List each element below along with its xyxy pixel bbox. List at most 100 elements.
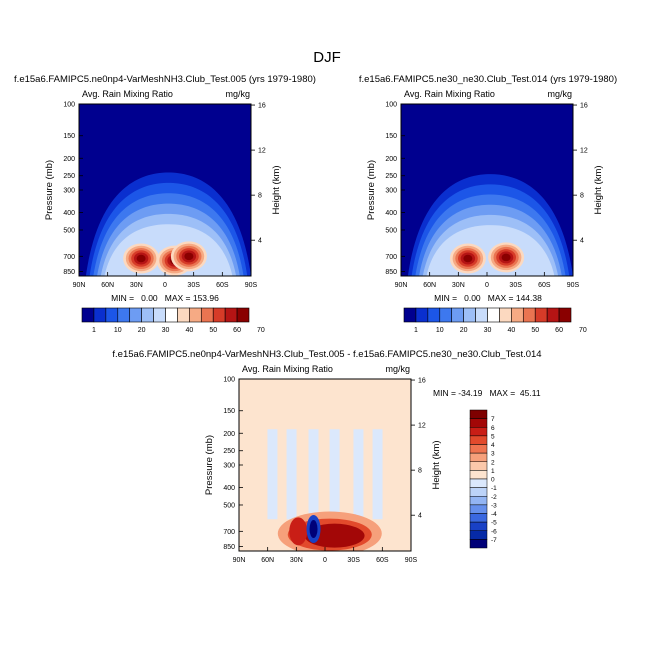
colorbar-label: -6 [491, 528, 497, 535]
colorbar-swatch [451, 307, 464, 323]
y-right-tick-label: 8 [580, 193, 584, 200]
axes: 90N 60N 30N 0 30S 60S 90S 100 150 200 250 300 400 500… [63, 102, 266, 290]
plot-area [401, 104, 573, 276]
x-tick-label: 30S [187, 282, 200, 289]
y-tick-label: 250 [223, 448, 235, 455]
panel-model-varmesh: f.e15a6.FAMIPC5.ne0np4-VarMeshNH3.Club_T… [14, 74, 316, 334]
rain-maximum [501, 253, 511, 262]
colorbar-swatch [105, 307, 119, 323]
colorbar-swatch [469, 504, 488, 514]
colorbar-swatch [469, 478, 488, 488]
colorbar-swatch [224, 307, 238, 323]
colorbar-swatch [439, 307, 453, 323]
diff-weak-negative [286, 429, 297, 520]
panel-title: f.e15a6.FAMIPC5.ne30_ne30.Club_Test.014 … [359, 74, 617, 85]
y-tick-label: 300 [223, 463, 235, 470]
plot-area [79, 104, 251, 276]
y-tick-label: 700 [223, 529, 235, 536]
colorbar-label: 0 [491, 477, 495, 484]
colorbar-swatch [236, 307, 250, 323]
panel-units-label: mg/kg [225, 89, 250, 99]
colorbar-swatch [469, 496, 488, 506]
colorbar-swatch [469, 539, 488, 549]
stats-label: MIN = 0.00 MAX = 153.96 [111, 293, 219, 303]
y-right-tick-label: 12 [258, 148, 266, 155]
diff-weak-negative [267, 429, 278, 520]
colorbar-swatch [487, 307, 500, 323]
colorbar-label: 3 [491, 451, 495, 458]
colorbar-label: -1 [491, 485, 497, 492]
panel-difference: f.e15a6.FAMIPC5.ne0np4-VarMeshNH3.Club_T… [112, 349, 541, 564]
x-tick-label: 90S [567, 282, 580, 289]
colorbar-label: 70 [257, 327, 265, 334]
y-tick-label: 300 [63, 188, 75, 195]
colorbar-label: 2 [491, 459, 495, 466]
y-right-tick-label: 4 [580, 238, 584, 245]
colorbar-label: 30 [484, 327, 492, 334]
diff-weak-negative [329, 429, 340, 520]
x-tick-label: 30N [130, 282, 143, 289]
y-tick-label: 400 [385, 210, 397, 217]
colorbar-swatch [415, 307, 429, 323]
colorbar-swatch [117, 307, 131, 323]
y-tick-label: 300 [385, 188, 397, 195]
y-axis-label: Pressure (mb) [44, 160, 55, 220]
colorbar-swatch [469, 418, 488, 428]
diff-weak-negative [308, 429, 319, 520]
colorbar-swatch [177, 307, 190, 323]
colorbar-swatch [469, 461, 488, 471]
x-tick-label: 0 [323, 557, 327, 564]
colorbar-label: 40 [185, 327, 193, 334]
panel-units-label: mg/kg [547, 89, 572, 99]
colorbar-label: 70 [579, 327, 587, 334]
y-tick-label: 150 [63, 133, 75, 140]
x-tick-label: 60N [261, 557, 274, 564]
x-tick-label: 30N [452, 282, 465, 289]
colorbar-swatch [200, 307, 214, 323]
colorbar: 7 65 4 32 1 0-1 -2-3 -4 -5-6 -7 [469, 409, 497, 549]
y-axis-right-label: Height (km) [431, 440, 442, 489]
panel-left-label: Avg. Rain Mixing Ratio [82, 89, 173, 99]
colorbar-label: 6 [491, 425, 495, 432]
colorbar-label: 60 [555, 327, 563, 334]
colorbar-label: 50 [531, 327, 539, 334]
rain-maximum [463, 254, 473, 263]
colorbar-swatch [141, 307, 154, 323]
colorbar-swatch [129, 307, 142, 323]
colorbar-label: -2 [491, 494, 497, 501]
colorbar-label: 10 [436, 327, 444, 334]
colorbar-swatch [403, 307, 417, 323]
colorbar-swatch [93, 307, 107, 323]
y-axis-label: Pressure (mb) [366, 160, 377, 220]
y-tick-label: 850 [223, 544, 235, 551]
y-tick-label: 100 [63, 102, 75, 109]
colorbar: 1 10 20 30 40 50 60 70 [403, 307, 587, 334]
panel-units-label: mg/kg [385, 364, 410, 374]
y-tick-label: 500 [385, 227, 397, 234]
y-right-tick-label: 8 [258, 193, 262, 200]
colorbar-swatch [212, 307, 226, 323]
rain-maximum [136, 254, 146, 263]
colorbar-label: 60 [233, 327, 241, 334]
colorbar-swatch [189, 307, 202, 323]
colorbar-swatch [522, 307, 536, 323]
colorbar-swatch [511, 307, 524, 323]
x-tick-label: 90N [73, 282, 86, 289]
plot-area [239, 379, 411, 551]
colorbar-label: 1 [92, 327, 96, 334]
colorbar-label: -4 [491, 511, 497, 518]
y-right-tick-label: 12 [418, 423, 426, 430]
colorbar-swatch [469, 487, 488, 497]
colorbar-swatch [546, 307, 560, 323]
diff-positive [289, 517, 308, 546]
panel-title: f.e15a6.FAMIPC5.ne0np4-VarMeshNH3.Club_T… [14, 74, 316, 85]
axes: 90N 60N 30N 0 30S 60S 90S 100 150 200 250 300 400 500… [385, 102, 588, 290]
y-tick-label: 400 [63, 210, 75, 217]
x-tick-label: 0 [163, 282, 167, 289]
colorbar-label: 30 [162, 327, 170, 334]
y-right-tick-label: 16 [258, 103, 266, 110]
y-tick-label: 500 [223, 502, 235, 509]
x-tick-label: 60N [101, 282, 114, 289]
panel-left-label: Avg. Rain Mixing Ratio [242, 364, 333, 374]
